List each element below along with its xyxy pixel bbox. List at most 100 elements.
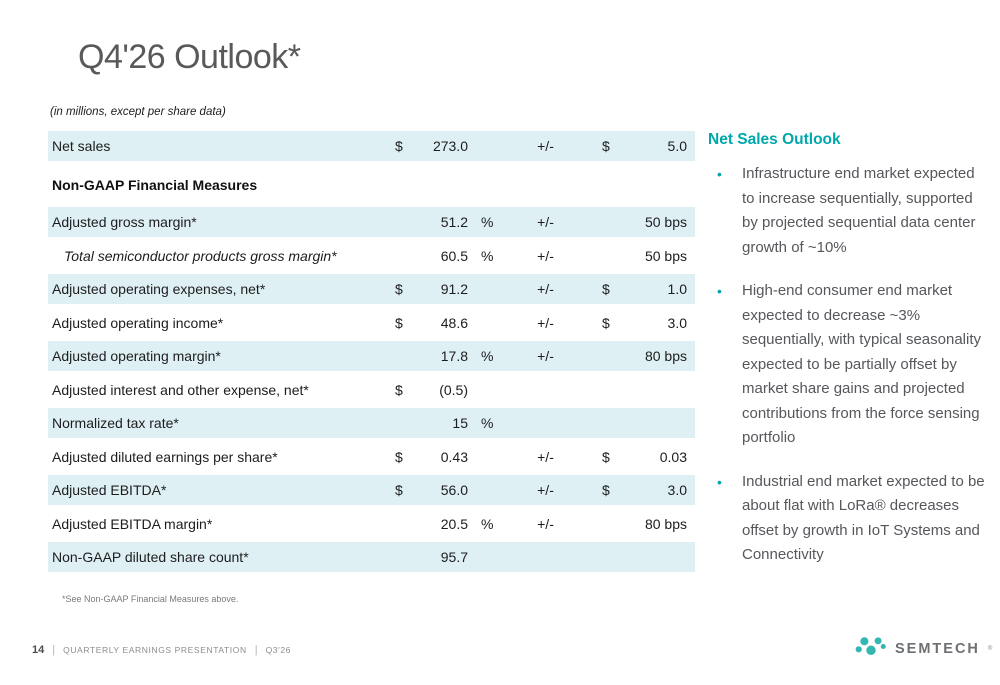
plus-minus: +/- bbox=[537, 482, 554, 498]
row-value: 51.2 bbox=[440, 214, 468, 230]
bullet-item: • Industrial end market expected to be ab… bbox=[708, 470, 990, 568]
row-value: 0.43 bbox=[440, 448, 468, 465]
range-value: 1.0 bbox=[667, 281, 687, 297]
row-label: Adjusted gross margin* bbox=[52, 214, 197, 230]
row-label: Net sales bbox=[52, 138, 111, 154]
row-label: Adjusted EBITDA* bbox=[52, 482, 167, 498]
dollar-sign: $ bbox=[602, 482, 610, 498]
dollar-sign: $ bbox=[395, 482, 403, 498]
row-value: 56.0 bbox=[440, 482, 468, 498]
percent-sign: % bbox=[481, 515, 494, 532]
range-value: 0.03 bbox=[659, 448, 687, 465]
row-value: 273.0 bbox=[432, 138, 468, 154]
plus-minus: +/- bbox=[537, 515, 554, 532]
plus-minus: +/- bbox=[537, 348, 554, 364]
dollar-sign: $ bbox=[395, 448, 403, 465]
percent-sign: % bbox=[481, 348, 494, 364]
row-value: 17.8 bbox=[440, 348, 468, 364]
quarter-label: Q3'26 bbox=[265, 645, 291, 655]
registered-mark: ® bbox=[987, 646, 993, 652]
plus-minus: +/- bbox=[537, 281, 554, 297]
range-value: 80 bps bbox=[644, 515, 687, 532]
dollar-sign: $ bbox=[602, 448, 610, 465]
bullet-icon: • bbox=[717, 283, 722, 299]
table-row: Adjusted gross margin* 51.2% +/- 50 bps bbox=[48, 207, 695, 237]
dollar-sign: $ bbox=[395, 138, 403, 154]
bullet-icon: • bbox=[717, 473, 722, 490]
table-row: Adjusted operating margin* 17.8% +/- 80 bps bbox=[48, 341, 695, 371]
table-row: Total semiconductor products gross margi… bbox=[48, 241, 695, 271]
range-value: 3.0 bbox=[667, 314, 687, 331]
range-value: 3.0 bbox=[667, 482, 687, 498]
row-label: Adjusted operating margin* bbox=[52, 348, 221, 364]
table-row: Non-GAAP diluted share count* 95.7 bbox=[48, 542, 695, 572]
presentation-label: QUARTERLY EARNINGS PRESENTATION bbox=[63, 645, 247, 655]
units-note: (in millions, except per share data) bbox=[50, 106, 226, 118]
table-row: Adjusted EBITDA margin* 20.5% +/- 80 bps bbox=[48, 509, 695, 539]
table-body-rows: Adjusted gross margin* 51.2% +/- 50 bps Tota… bbox=[48, 207, 695, 572]
dollar-sign: $ bbox=[395, 281, 403, 297]
table-row: Adjusted diluted earnings per share* $0.4… bbox=[48, 442, 695, 472]
section-header: Non-GAAP Financial Measures bbox=[52, 177, 258, 193]
bullet-text: Industrial end market expected to be abo… bbox=[742, 472, 985, 564]
table-row: Adjusted operating expenses, net* $91.2 +/… bbox=[48, 274, 695, 304]
row-label: Total semiconductor products gross margi… bbox=[64, 247, 337, 264]
range-value: 5.0 bbox=[667, 138, 687, 154]
page-number: 14 bbox=[32, 644, 45, 656]
plus-minus: +/- bbox=[537, 314, 554, 331]
range-value: 50 bps bbox=[644, 214, 687, 230]
table-top-rows: Net sales $273.0 +/- $5.0 bbox=[48, 131, 695, 161]
sidebar-title: Net Sales Outlook bbox=[708, 131, 841, 148]
plus-minus: +/- bbox=[537, 448, 554, 465]
plus-minus: +/- bbox=[537, 214, 554, 230]
row-label: Adjusted diluted earnings per share* bbox=[52, 448, 278, 465]
percent-sign: % bbox=[481, 247, 494, 264]
page-title: Q4'26 Outlook* bbox=[78, 38, 301, 76]
row-value: 48.6 bbox=[440, 314, 468, 331]
semtech-logo-icon bbox=[854, 634, 888, 664]
row-label: Non-GAAP diluted share count* bbox=[52, 549, 249, 565]
bullet-item: • Infrastructure end market expected to i… bbox=[708, 162, 990, 260]
dollar-sign: $ bbox=[395, 381, 403, 398]
table-row: Adjusted operating income* $48.6 +/- $3.0 bbox=[48, 308, 695, 338]
table-row: Normalized tax rate* 15% bbox=[48, 408, 695, 438]
dollar-sign: $ bbox=[602, 138, 610, 154]
row-value: 15 bbox=[452, 415, 468, 431]
logo-wordmark: SEMTECH bbox=[895, 641, 980, 657]
table-row: Adjusted EBITDA* $56.0 +/- $3.0 bbox=[48, 475, 695, 505]
outlook-table: Net sales $273.0 +/- $5.0 Non-GAAP Financia… bbox=[48, 131, 695, 576]
row-value: 60.5 bbox=[440, 247, 468, 264]
row-value: (0.5) bbox=[439, 381, 468, 398]
plus-minus: +/- bbox=[537, 247, 554, 264]
row-label: Normalized tax rate* bbox=[52, 415, 179, 431]
dollar-sign: $ bbox=[602, 314, 610, 331]
plus-minus: +/- bbox=[537, 138, 554, 154]
table-row: Net sales $273.0 +/- $5.0 bbox=[48, 131, 695, 161]
row-label: Adjusted operating income* bbox=[52, 314, 224, 331]
footnote: *See Non-GAAP Financial Measures above. bbox=[62, 594, 239, 604]
footer: 14 | QUARTERLY EARNINGS PRESENTATION | Q… bbox=[32, 644, 291, 656]
row-label: Adjusted EBITDA margin* bbox=[52, 515, 213, 532]
row-label: Adjusted interest and other expense, net… bbox=[52, 381, 309, 398]
bullet-list: • Infrastructure end market expected to i… bbox=[708, 162, 990, 568]
row-value: 95.7 bbox=[440, 549, 468, 565]
semtech-logo: SEMTECH ® bbox=[854, 634, 992, 664]
percent-sign: % bbox=[481, 214, 494, 230]
table-row: Adjusted interest and other expense, net… bbox=[48, 375, 695, 405]
footer-separator: | bbox=[254, 644, 258, 656]
percent-sign: % bbox=[481, 415, 494, 431]
footer-separator: | bbox=[52, 644, 56, 656]
row-label: Adjusted operating expenses, net* bbox=[52, 281, 266, 297]
dollar-sign: $ bbox=[395, 314, 403, 331]
row-value: 20.5 bbox=[440, 515, 468, 532]
bullet-text: Infrastructure end market expected to in… bbox=[742, 165, 976, 256]
bullet-item: • High-end consumer end market expected t… bbox=[708, 279, 990, 451]
row-value: 91.2 bbox=[440, 281, 468, 297]
bullet-text: High-end consumer end market expected to… bbox=[742, 282, 982, 446]
dollar-sign: $ bbox=[602, 281, 610, 297]
bullet-icon: • bbox=[717, 166, 722, 182]
range-value: 50 bps bbox=[644, 247, 687, 264]
range-value: 80 bps bbox=[644, 348, 687, 364]
net-sales-outlook-panel: Net Sales Outlook • Infrastructure end ma… bbox=[708, 131, 990, 587]
